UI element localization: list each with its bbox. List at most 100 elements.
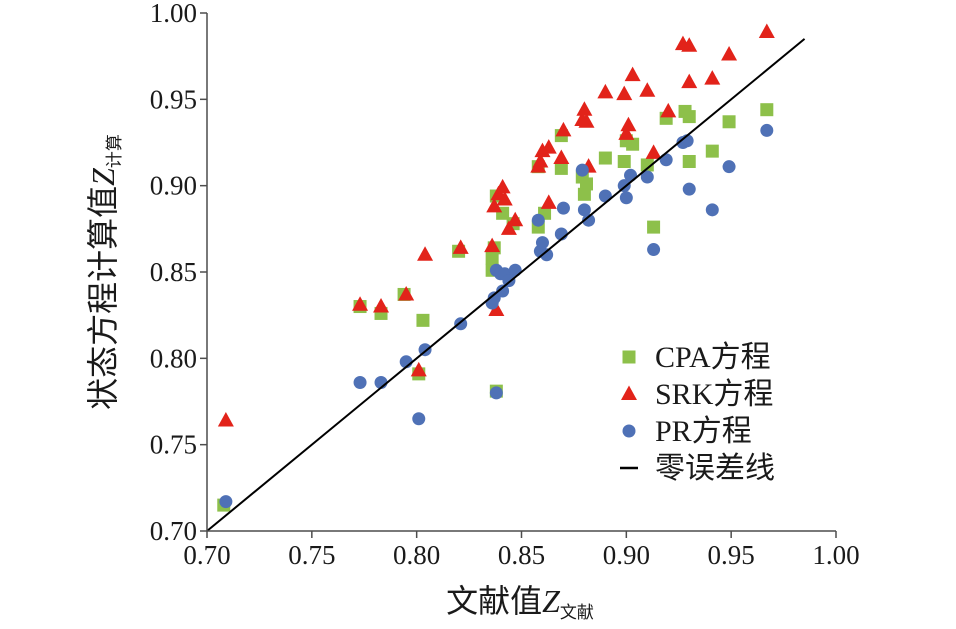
square-point xyxy=(617,154,631,168)
triangle-point xyxy=(352,296,369,311)
circle-point xyxy=(353,376,367,390)
circle-point xyxy=(640,170,654,184)
legend-symbol xyxy=(622,424,636,438)
triangle-point xyxy=(553,149,570,165)
y-tick-label: 0.85 xyxy=(150,257,197,287)
axes xyxy=(200,12,837,538)
triangle-point xyxy=(645,144,662,159)
square-point xyxy=(485,251,499,265)
triangle-point xyxy=(452,239,469,254)
triangle-point xyxy=(540,139,557,154)
triangle-point xyxy=(660,102,677,118)
y-tick-label: 0.95 xyxy=(150,84,197,114)
circle-point xyxy=(540,248,554,262)
circle-point xyxy=(575,163,589,177)
circle-point xyxy=(659,153,673,167)
x-axis-title: 文献值Z文献 xyxy=(446,583,594,622)
circle-point xyxy=(219,495,233,509)
legend-label: 零误差线 xyxy=(655,452,775,485)
triangle-point xyxy=(578,113,595,128)
circle-point xyxy=(598,189,612,203)
legend-label: PR方程 xyxy=(655,415,752,448)
triangle-point xyxy=(507,211,524,227)
triangle-point xyxy=(758,23,775,38)
y-tick-label: 0.90 xyxy=(150,171,197,201)
circle-point xyxy=(531,213,545,227)
legend-symbol xyxy=(621,385,637,400)
circle-point xyxy=(647,243,661,257)
square-point xyxy=(579,177,593,191)
triangle-point xyxy=(639,82,656,97)
zero-error-line xyxy=(206,38,806,532)
triangle-point xyxy=(398,285,415,301)
y-tick-labels: 0.70 0.75 0.80 0.85 0.90 0.95 1.00 xyxy=(150,0,197,546)
circle-point xyxy=(412,412,426,426)
circle-point xyxy=(496,284,510,298)
square-point xyxy=(598,151,612,165)
triangle-point xyxy=(681,37,698,52)
x-tick-label: 0.75 xyxy=(288,540,335,570)
triangle-point xyxy=(616,85,633,101)
square-point xyxy=(554,161,568,175)
x-tick-label: 1.00 xyxy=(812,540,859,570)
triangle-point xyxy=(540,194,557,209)
y-tick-label: 0.75 xyxy=(150,430,197,460)
legend-symbol xyxy=(622,350,636,364)
square-point xyxy=(577,187,591,201)
y-tick-label: 0.80 xyxy=(150,343,197,373)
triangle-point xyxy=(373,298,390,313)
x-tick-label: 0.70 xyxy=(183,540,230,570)
triangle-point xyxy=(704,70,721,85)
circle-point xyxy=(682,182,696,196)
triangle-point xyxy=(217,411,234,427)
square-point xyxy=(705,144,719,158)
triangle-point xyxy=(417,246,434,261)
square-point xyxy=(682,110,696,124)
square-point xyxy=(647,220,661,234)
triangle-point xyxy=(532,152,549,168)
square-point xyxy=(416,313,430,327)
circle-point xyxy=(722,160,736,174)
x-tick-label: 0.85 xyxy=(498,540,545,570)
circle-point xyxy=(577,203,591,217)
triangle-point xyxy=(597,83,614,99)
y-tick-label: 1.00 xyxy=(150,0,197,28)
triangle-point xyxy=(494,178,511,194)
circle-point xyxy=(556,201,570,215)
series-circle xyxy=(219,123,774,509)
circle-point xyxy=(582,213,596,227)
circle-point xyxy=(619,191,633,205)
triangle-point xyxy=(721,45,738,61)
plot-area xyxy=(206,23,806,532)
square-point xyxy=(640,158,654,172)
triangle-point xyxy=(624,66,641,82)
y-tick-label: 0.70 xyxy=(150,516,197,546)
square-point xyxy=(722,115,736,129)
triangle-point xyxy=(488,301,505,316)
triangle-point xyxy=(484,237,501,253)
triangle-point xyxy=(555,121,572,137)
circle-point xyxy=(508,263,522,277)
circle-point xyxy=(705,203,719,217)
square-point xyxy=(682,154,696,168)
triangle-point xyxy=(620,116,637,132)
triangle-point xyxy=(486,197,503,213)
triangle-point xyxy=(500,220,517,235)
circle-point xyxy=(489,386,503,400)
series-triangle xyxy=(217,23,775,427)
x-tick-label: 0.90 xyxy=(603,540,650,570)
circle-point xyxy=(760,123,774,137)
triangle-point xyxy=(618,125,635,140)
legend-label: CPA方程 xyxy=(655,341,771,374)
legend-label: SRK方程 xyxy=(655,378,773,411)
circle-point xyxy=(624,168,638,182)
square-point xyxy=(626,137,640,151)
y-axis-title: 状态方程计算值Z计算 xyxy=(85,134,124,410)
triangle-point xyxy=(410,361,427,377)
triangle-point xyxy=(576,101,593,116)
x-tick-label: 0.95 xyxy=(708,540,755,570)
triangle-point xyxy=(681,73,698,89)
square-point xyxy=(760,103,774,117)
